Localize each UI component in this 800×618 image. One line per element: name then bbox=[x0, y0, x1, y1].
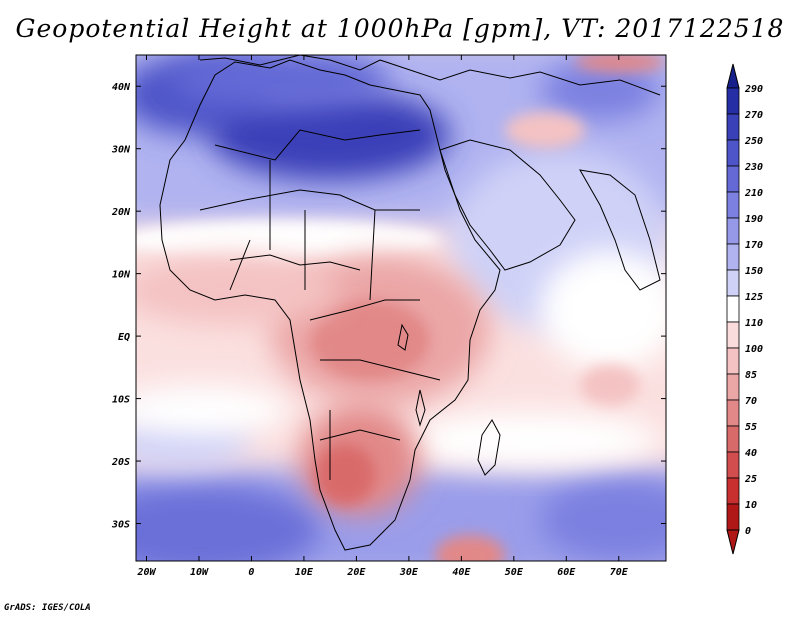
arabia-coast bbox=[439, 139, 576, 271]
colorbar-label: 85 bbox=[745, 370, 757, 381]
colorbar-segment bbox=[726, 347, 740, 375]
lon-label: 70E bbox=[610, 567, 629, 578]
colorbar-label: 40 bbox=[745, 448, 757, 459]
lat-label: 10N bbox=[112, 270, 131, 281]
colorbar-label: 10 bbox=[745, 500, 757, 511]
colorbar-label: 125 bbox=[745, 292, 763, 303]
lon-label: 20E bbox=[346, 567, 366, 578]
colorbar-segment bbox=[726, 165, 740, 193]
madagascar bbox=[477, 419, 501, 476]
plot-frame bbox=[135, 54, 667, 562]
colorbar-bottom-arrow bbox=[726, 529, 740, 555]
lon-label: 50E bbox=[505, 567, 524, 578]
colorbar-segment bbox=[726, 113, 740, 141]
lon-label: 60E bbox=[557, 567, 576, 578]
colorbar-label: 270 bbox=[744, 110, 763, 121]
lat-label: 30S bbox=[111, 520, 130, 531]
colorbar-label: 170 bbox=[745, 240, 763, 251]
europe-coast bbox=[199, 55, 661, 96]
lon-label: 20W bbox=[136, 567, 156, 578]
colorbar-label: 150 bbox=[745, 266, 763, 277]
colorbar-label: 190 bbox=[745, 214, 763, 225]
colorbar-label: 0 bbox=[745, 526, 751, 537]
coastlines bbox=[159, 55, 661, 551]
x-axis: 20W 10W 0 10E 20E 30E 40E 50E 60E 70E bbox=[136, 55, 629, 578]
colorbar-segment bbox=[726, 243, 740, 271]
colorbar-segment bbox=[726, 451, 740, 479]
colorbar-segment bbox=[726, 503, 740, 531]
colorbar-label: 290 bbox=[744, 84, 763, 95]
lat-label: 10S bbox=[112, 395, 130, 406]
colorbar-segment bbox=[726, 295, 740, 323]
interior-borders bbox=[199, 129, 441, 480]
colorbar-segment bbox=[726, 373, 740, 401]
colorbar-segment bbox=[726, 87, 740, 115]
lat-label: 40N bbox=[112, 82, 131, 93]
lakes bbox=[397, 323, 426, 427]
chart-title: Geopotential Height at 1000hPa [gpm], VT… bbox=[15, 14, 785, 43]
colorbar-segment bbox=[726, 399, 740, 427]
colorbar-top-arrow bbox=[726, 63, 740, 89]
lon-label: 10E bbox=[295, 567, 314, 578]
colorbar-segment bbox=[726, 477, 740, 505]
colorbar-segment bbox=[726, 191, 740, 219]
colorbar-segment bbox=[726, 217, 740, 245]
lat-label: 20N bbox=[111, 207, 131, 218]
colorbar: 2902702502302101901701501251101008570554… bbox=[726, 63, 763, 555]
colorbar-label: 100 bbox=[745, 344, 763, 355]
lat-label: 30N bbox=[111, 145, 131, 156]
lat-label: EQ bbox=[118, 332, 130, 343]
y-axis: 40N 30N 20N 10N EQ 10S 20S 30S bbox=[111, 82, 666, 531]
colorbar-segment bbox=[726, 425, 740, 453]
lon-label: 10W bbox=[190, 567, 209, 578]
lon-label: 40E bbox=[452, 567, 471, 578]
colorbar-segment bbox=[726, 321, 740, 349]
colorbar-label: 230 bbox=[744, 162, 763, 173]
lon-label: 30E bbox=[399, 567, 419, 578]
colorbar-label: 70 bbox=[745, 396, 757, 407]
colorbar-label: 250 bbox=[744, 136, 763, 147]
colorbar-label: 110 bbox=[745, 318, 763, 329]
colorbar-label: 210 bbox=[744, 188, 763, 199]
colorbar-label: 55 bbox=[745, 422, 757, 433]
lat-label: 20S bbox=[111, 457, 130, 468]
india-coast bbox=[579, 169, 661, 291]
africa-coastline bbox=[159, 59, 501, 551]
credit-text: GrADS: IGES/COLA bbox=[4, 603, 91, 613]
height-field bbox=[136, 55, 666, 561]
lon-label: 0 bbox=[248, 567, 254, 578]
colorbar-segment bbox=[726, 139, 740, 167]
colorbar-segment bbox=[726, 269, 740, 297]
colorbar-label: 25 bbox=[744, 474, 757, 485]
